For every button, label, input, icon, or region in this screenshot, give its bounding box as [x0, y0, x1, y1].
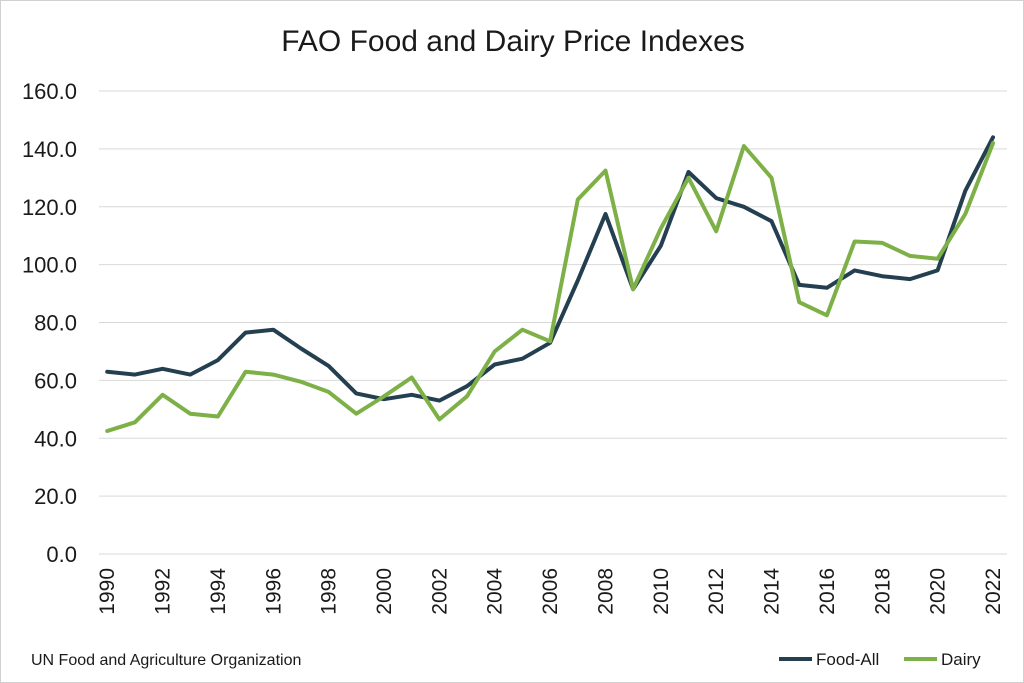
- y-tick-label: 60.0: [34, 368, 77, 393]
- x-tick-label: 1996: [262, 568, 285, 615]
- x-tick-label: 2002: [428, 568, 451, 615]
- x-tick-label: 2000: [373, 568, 396, 615]
- y-tick-label: 20.0: [34, 484, 77, 509]
- series-line-dairy: [105, 141, 995, 433]
- y-tick-label: 120.0: [22, 195, 77, 220]
- y-tick-label: 140.0: [22, 137, 77, 162]
- x-tick-label: 2006: [539, 568, 562, 615]
- x-tick-label: 1998: [318, 568, 341, 615]
- x-tick-label: 2018: [871, 568, 894, 615]
- x-tick-label: 1994: [207, 568, 230, 615]
- x-tick-label: 1992: [152, 568, 175, 615]
- y-tick-label: 160.0: [22, 79, 77, 104]
- x-tick-label: 2004: [484, 568, 507, 615]
- y-tick-label: 0.0: [46, 542, 77, 567]
- x-tick-label: 2020: [927, 568, 950, 615]
- series-line-food-all: [105, 135, 995, 403]
- chart-title: FAO Food and Dairy Price Indexes: [281, 25, 745, 58]
- x-tick-label: 2008: [594, 568, 617, 615]
- y-tick-label: 100.0: [22, 253, 77, 278]
- x-tick-label: 2010: [650, 568, 673, 615]
- y-tick-label: 80.0: [34, 311, 77, 336]
- x-tick-label: 2016: [816, 568, 839, 615]
- y-tick-label: 40.0: [34, 426, 77, 451]
- legend: Food-All Dairy: [779, 650, 981, 669]
- x-tick-label: 1990: [96, 568, 119, 615]
- legend-label-food-all: Food-All: [816, 650, 879, 669]
- x-tick-label: 2014: [761, 568, 784, 615]
- legend-label-dairy: Dairy: [941, 650, 981, 669]
- x-tick-label: 2012: [705, 568, 728, 615]
- data-series: [105, 135, 995, 433]
- y-axis-tick-labels: 0.0 20.0 40.0 60.0 80.0 100.0 120.0 140.0 160.0: [22, 79, 77, 567]
- x-tick-label: 2022: [982, 568, 1005, 615]
- source-note: UN Food and Agriculture Organization: [31, 652, 301, 669]
- x-axis-tick-labels: 1990 1992 1994 1996 1998 2000 2002 2004 2006 2008…: [96, 568, 1005, 615]
